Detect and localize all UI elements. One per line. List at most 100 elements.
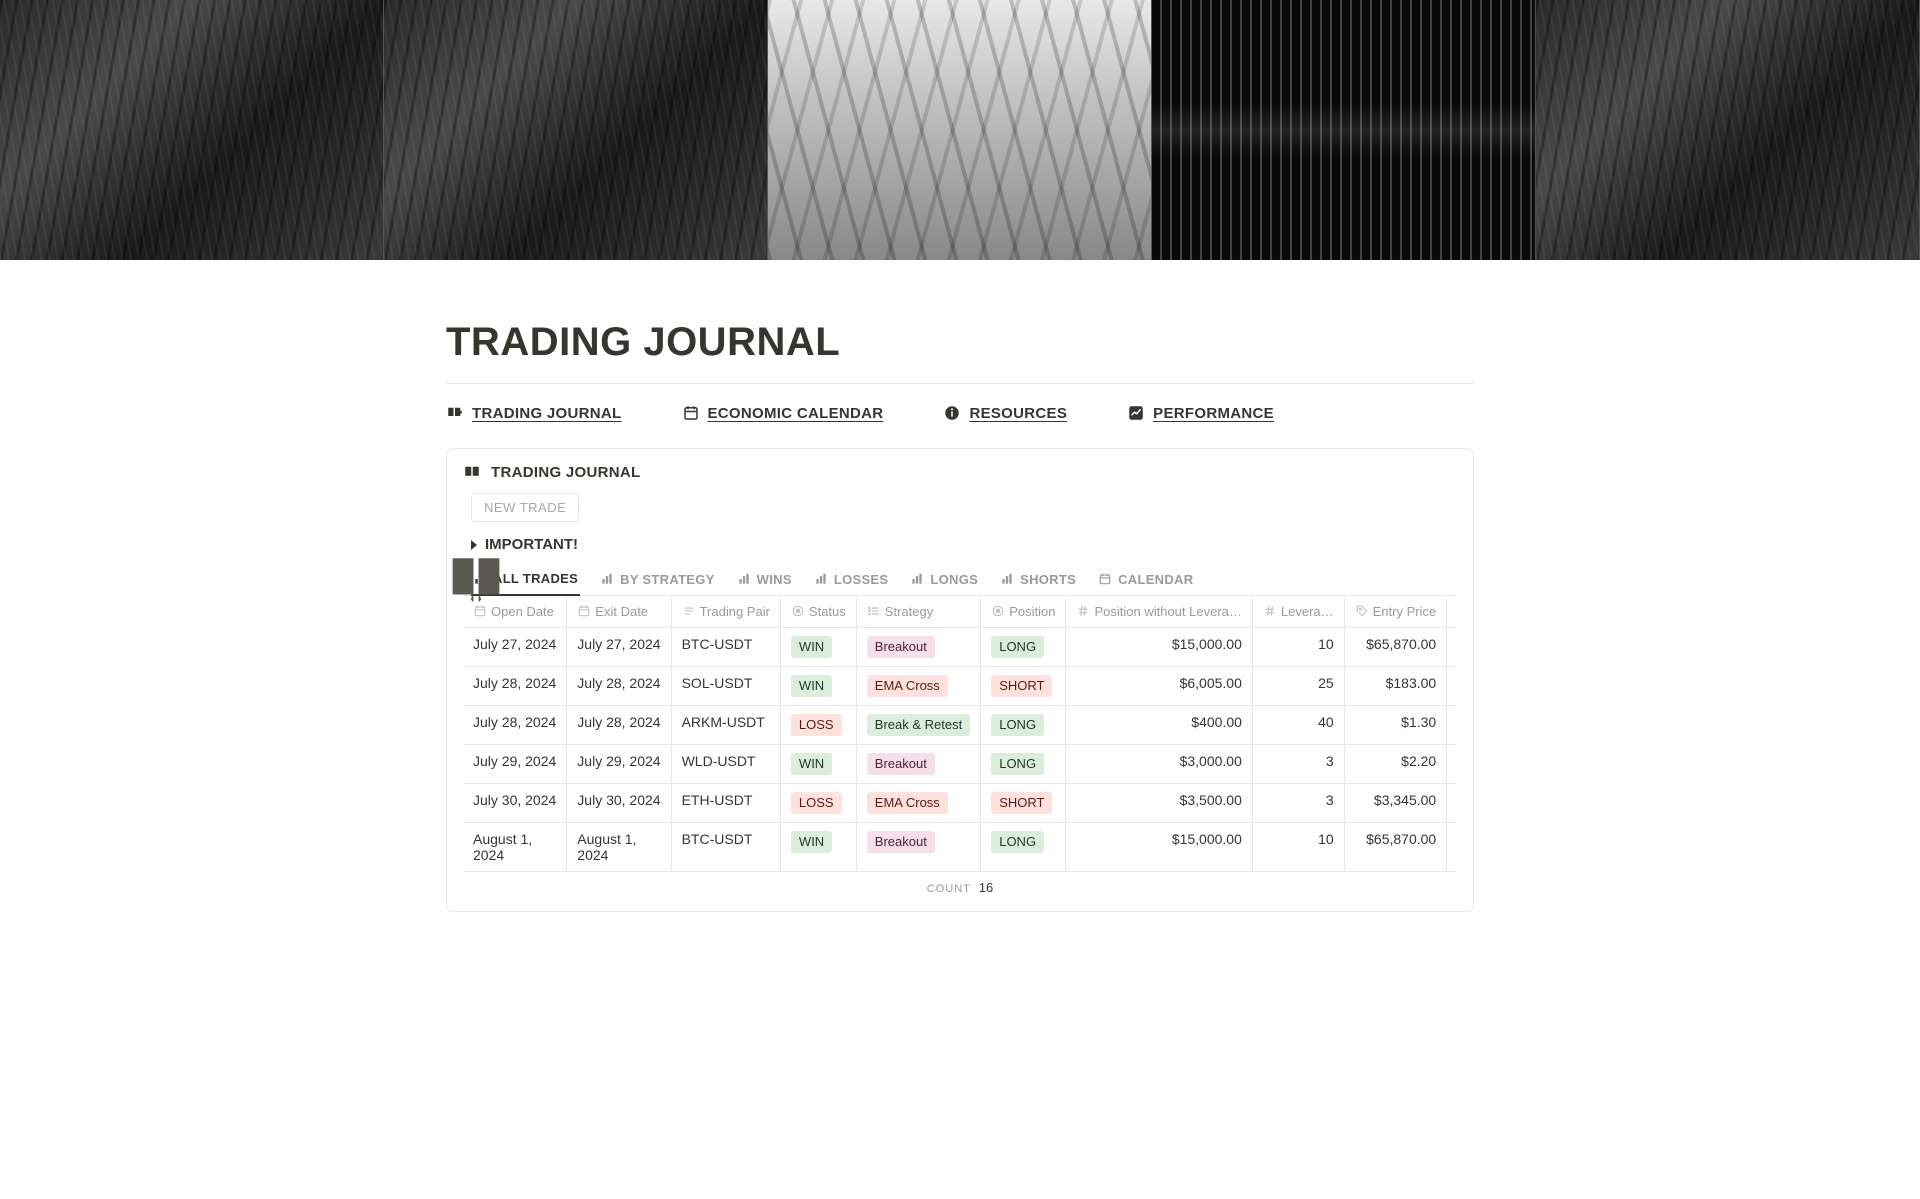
cell-trading-pair: ETH-USDT — [671, 784, 780, 823]
cell-open-date: July 28, 2024 — [463, 706, 567, 745]
cell-open-date: August 1, 2024 — [463, 823, 567, 872]
column-label: Trading Pair — [700, 604, 770, 619]
status-pill: LONG — [991, 714, 1044, 736]
cell-exit-price: $3, — [1447, 784, 1457, 823]
column-header[interactable]: Trading Pair — [671, 596, 780, 628]
column-header[interactable]: Exit Date — [567, 596, 671, 628]
cell-trading-pair: BTC-USDT — [671, 823, 780, 872]
cell-open-date: July 30, 2024 — [463, 784, 567, 823]
tab-label: LOSSES — [834, 572, 889, 587]
cell-exit-price: $66,5 — [1447, 628, 1457, 667]
cell-position: SHORT — [981, 667, 1066, 706]
cell-status: LOSS — [780, 784, 856, 823]
cell-status: WIN — [780, 823, 856, 872]
cell-leverage: 3 — [1252, 784, 1344, 823]
nav-item-economic-calendar[interactable]: ECONOMIC CALENDAR — [682, 404, 884, 422]
cell-position: LONG — [981, 628, 1066, 667]
table-footer-count: COUNT 16 — [463, 872, 1457, 903]
cell-status: WIN — [780, 667, 856, 706]
tab-calendar[interactable]: CALENDAR — [1096, 563, 1195, 595]
status-pill: SHORT — [991, 792, 1052, 814]
cell-leverage: 10 — [1252, 628, 1344, 667]
cover-image — [0, 0, 1920, 260]
table-row[interactable]: July 28, 2024July 28, 2024ARKM-USDTLOSSB… — [463, 706, 1457, 745]
cell-position-no-leverage: $400.00 — [1066, 706, 1252, 745]
bar-icon — [910, 572, 924, 586]
status-pill: LONG — [991, 831, 1044, 853]
calendar-icon — [577, 604, 591, 618]
new-trade-button[interactable]: NEW TRADE — [471, 493, 579, 522]
column-header[interactable]: Entry Price — [1344, 596, 1447, 628]
book-tag-icon — [446, 404, 464, 422]
nav-item-trading-journal[interactable]: TRADING JOURNAL — [446, 404, 622, 422]
tab-label: CALENDAR — [1118, 572, 1193, 587]
cell-trading-pair: BTC-USDT — [671, 628, 780, 667]
table-row[interactable]: July 27, 2024July 27, 2024BTC-USDTWINBre… — [463, 628, 1457, 667]
cell-exit-date: July 27, 2024 — [567, 628, 671, 667]
cell-status: WIN — [780, 745, 856, 784]
cell-exit-price — [1447, 706, 1457, 745]
cell-status: WIN — [780, 628, 856, 667]
nav-item-performance[interactable]: PERFORMANCE — [1127, 404, 1274, 422]
important-toggle[interactable]: IMPORTANT! — [471, 536, 1457, 553]
column-header[interactable]: Position — [981, 596, 1066, 628]
table-row[interactable]: July 29, 2024July 29, 2024WLD-USDTWINBre… — [463, 745, 1457, 784]
column-label: Exit Date — [595, 604, 648, 619]
cell-open-date: July 28, 2024 — [463, 667, 567, 706]
nav-label: ECONOMIC CALENDAR — [708, 405, 884, 422]
column-header[interactable]: Status — [780, 596, 856, 628]
cell-status: LOSS — [780, 706, 856, 745]
column-header[interactable]: Position without Levera… — [1066, 596, 1252, 628]
table-row[interactable]: August 1, 2024August 1, 2024BTC-USDTWINB… — [463, 823, 1457, 872]
nav-row: TRADING JOURNAL ECONOMIC CALENDAR RESOURCE… — [446, 398, 1474, 442]
status-pill: Breakout — [867, 753, 935, 775]
status-pill: SHORT — [991, 675, 1052, 697]
status-pill: WIN — [791, 636, 832, 658]
table-row[interactable]: July 30, 2024July 30, 2024ETH-USDTLOSSEM… — [463, 784, 1457, 823]
count-label: COUNT — [927, 883, 971, 895]
tab-by-strategy[interactable]: BY STRATEGY — [598, 563, 717, 595]
book-icon — [463, 463, 481, 481]
status-pill: WIN — [791, 831, 832, 853]
cell-strategy: EMA Cross — [856, 667, 980, 706]
cell-entry-price: $65,870.00 — [1344, 628, 1447, 667]
column-label: Levera… — [1281, 604, 1334, 619]
calendar-icon — [682, 404, 700, 422]
cell-trading-pair: ARKM-USDT — [671, 706, 780, 745]
tab-label: WINS — [757, 572, 792, 587]
tab-label: SHORTS — [1020, 572, 1076, 587]
column-header[interactable]: Strategy — [856, 596, 980, 628]
tag-icon — [1355, 604, 1369, 618]
cell-position: LONG — [981, 745, 1066, 784]
nav-label: PERFORMANCE — [1153, 405, 1274, 422]
tab-losses[interactable]: LOSSES — [812, 563, 891, 595]
hash-icon — [1263, 604, 1277, 618]
tab-longs[interactable]: LONGS — [908, 563, 980, 595]
status-pill: Break & Retest — [867, 714, 970, 736]
cell-position-no-leverage: $3,500.00 — [1066, 784, 1252, 823]
tab-label: LONGS — [930, 572, 978, 587]
tab-label: BY STRATEGY — [620, 572, 715, 587]
tab-wins[interactable]: WINS — [735, 563, 794, 595]
status-pill: LONG — [991, 636, 1044, 658]
cell-exit-price — [1447, 745, 1457, 784]
cell-entry-price: $2.20 — [1344, 745, 1447, 784]
tab-shorts[interactable]: SHORTS — [998, 563, 1078, 595]
nav-item-resources[interactable]: RESOURCES — [943, 404, 1067, 422]
cell-trading-pair: WLD-USDT — [671, 745, 780, 784]
cell-position-no-leverage: $15,000.00 — [1066, 823, 1252, 872]
page-icon — [445, 548, 507, 610]
column-label: Position — [1009, 604, 1055, 619]
status-pill: EMA Cross — [867, 675, 948, 697]
nav-label: TRADING JOURNAL — [472, 405, 622, 422]
count-value: 16 — [979, 880, 993, 895]
column-header[interactable]: Levera… — [1252, 596, 1344, 628]
cell-entry-price: $183.00 — [1344, 667, 1447, 706]
cell-open-date: July 29, 2024 — [463, 745, 567, 784]
status-pill: Breakout — [867, 636, 935, 658]
table-row[interactable]: July 28, 2024July 28, 2024SOL-USDTWINEMA… — [463, 667, 1457, 706]
view-tabs: ALL TRADESBY STRATEGYWINSLOSSESLONGSSHOR… — [463, 563, 1457, 596]
cell-position-no-leverage: $3,000.00 — [1066, 745, 1252, 784]
column-header[interactable]: Exit Pric — [1447, 596, 1457, 628]
text-icon — [682, 604, 696, 618]
